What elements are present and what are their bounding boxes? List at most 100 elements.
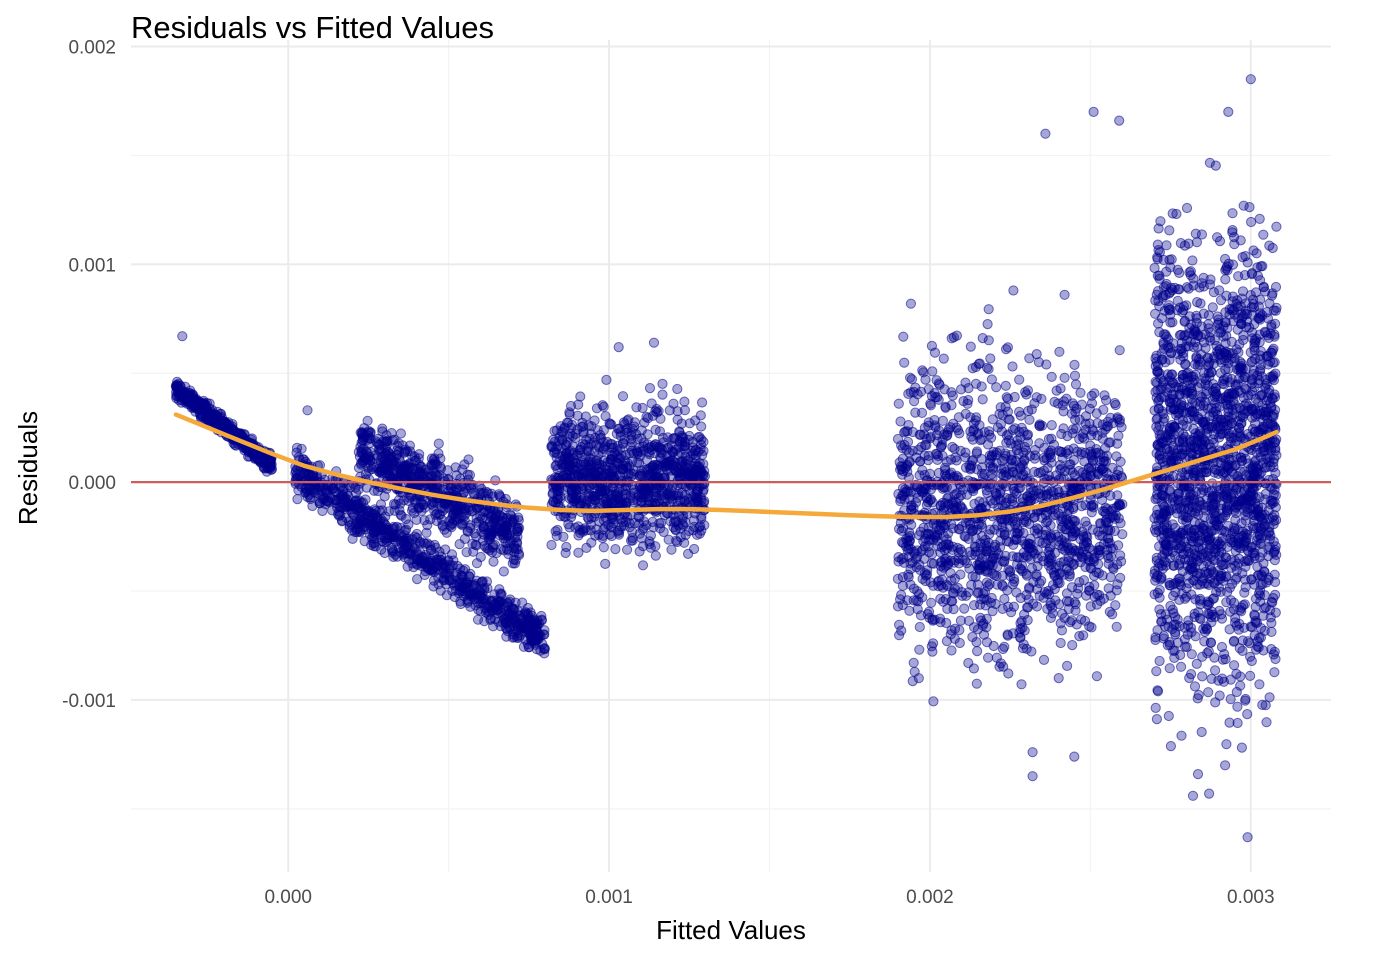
data-point (1100, 516, 1111, 527)
data-point (642, 413, 654, 424)
data-point (356, 444, 368, 455)
data-point (991, 652, 1002, 663)
data-point (945, 454, 957, 465)
data-point (1081, 537, 1093, 548)
data-point (405, 544, 416, 556)
data-point (366, 464, 377, 475)
data-point (675, 532, 686, 543)
data-point (672, 383, 683, 395)
data-point (1057, 400, 1068, 411)
data-point (921, 569, 933, 580)
data-point (431, 481, 442, 493)
data-point (948, 604, 959, 615)
data-point (982, 319, 993, 330)
data-point (1022, 430, 1033, 441)
data-point (918, 544, 929, 555)
data-point (699, 471, 711, 482)
data-point (450, 462, 461, 473)
data-point (946, 625, 957, 636)
data-point (614, 525, 625, 536)
data-point (929, 347, 941, 358)
data-point (436, 502, 447, 513)
data-point (637, 560, 649, 571)
data-point (947, 483, 958, 494)
data-point (942, 528, 954, 539)
data-point (1009, 391, 1020, 403)
data-point (932, 535, 943, 546)
data-point (433, 438, 444, 449)
data-point (999, 593, 1010, 605)
chart-title: Residuals vs Fitted Values (131, 10, 494, 45)
data-point (379, 491, 390, 502)
data-point (626, 430, 637, 441)
data-point (999, 641, 1010, 652)
data-point (482, 583, 493, 594)
data-point (457, 584, 468, 595)
data-point (1271, 221, 1282, 232)
data-point (1067, 428, 1078, 439)
data-point (1047, 602, 1058, 613)
data-point (968, 485, 979, 497)
data-point (1069, 370, 1081, 381)
data-point (423, 557, 434, 568)
data-point (1063, 519, 1075, 531)
data-point (992, 579, 1003, 590)
data-point (1055, 464, 1066, 475)
data-point (1018, 552, 1029, 563)
data-point (1059, 289, 1070, 300)
data-point (1015, 632, 1026, 643)
data-point (608, 472, 619, 483)
data-point (987, 498, 999, 509)
data-point (926, 549, 938, 560)
data-point (1070, 605, 1081, 616)
data-point (897, 580, 909, 592)
data-point (908, 657, 919, 668)
data-point (1097, 419, 1109, 430)
data-point (466, 483, 477, 494)
data-point (1007, 361, 1018, 372)
data-point (1246, 216, 1257, 228)
data-point (923, 450, 934, 461)
data-point (1063, 542, 1074, 553)
data-point (666, 544, 677, 555)
data-point (1089, 580, 1100, 591)
data-point (959, 603, 970, 614)
data-point (1074, 577, 1085, 588)
data-point (1064, 571, 1075, 582)
data-point (958, 396, 969, 407)
data-point (968, 424, 980, 435)
data-point (977, 522, 988, 533)
data-point (610, 494, 621, 505)
data-point (1176, 730, 1187, 741)
data-point (912, 604, 923, 615)
data-point (1034, 578, 1045, 589)
data-point (939, 462, 951, 473)
data-point (1067, 640, 1078, 651)
data-point (913, 673, 924, 684)
data-point (1022, 602, 1034, 613)
data-point (1062, 660, 1073, 672)
data-point (1258, 229, 1269, 240)
data-point (970, 361, 982, 373)
data-point (1022, 491, 1033, 502)
data-point (945, 422, 956, 433)
data-point (915, 429, 926, 440)
data-point (1029, 466, 1040, 477)
data-point (984, 458, 995, 469)
data-point (389, 531, 400, 543)
data-point (1075, 387, 1086, 398)
data-point (622, 544, 633, 555)
data-point (1026, 646, 1037, 657)
data-point (893, 398, 904, 409)
data-point (512, 531, 523, 543)
data-point (598, 524, 609, 535)
data-point (1031, 601, 1043, 612)
data-point (436, 560, 447, 571)
data-point (558, 531, 569, 542)
data-point (561, 448, 572, 459)
data-point (963, 475, 974, 486)
data-point (601, 374, 612, 385)
data-point (982, 362, 993, 373)
data-point (892, 601, 904, 612)
data-point (1102, 550, 1113, 561)
